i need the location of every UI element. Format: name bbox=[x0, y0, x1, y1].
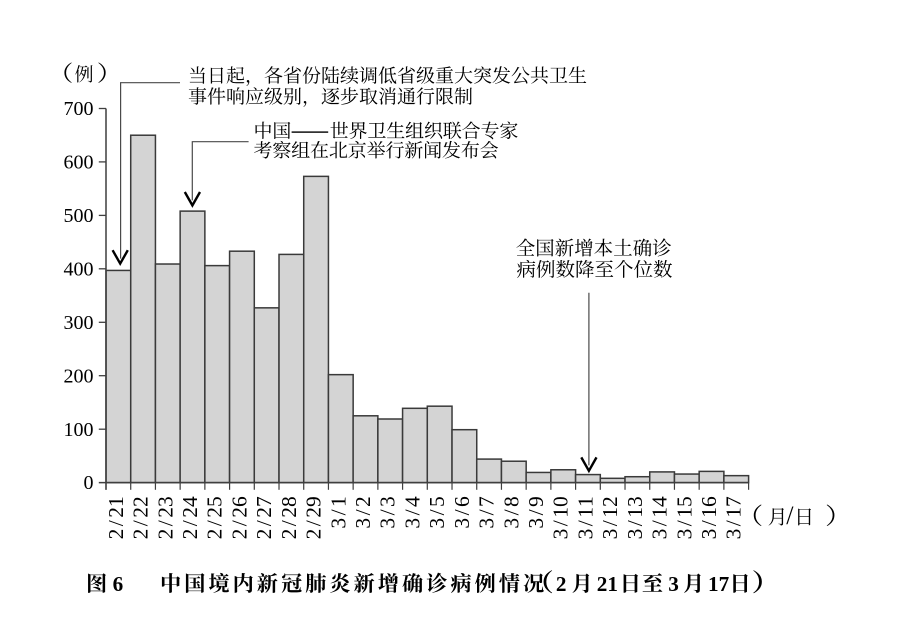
svg-text:3/13: 3/13 bbox=[623, 496, 647, 539]
svg-text:3/2: 3/2 bbox=[351, 496, 375, 528]
svg-text:2/29: 2/29 bbox=[302, 496, 326, 539]
svg-text:100: 100 bbox=[64, 419, 94, 441]
svg-text:2/27: 2/27 bbox=[252, 496, 276, 539]
svg-text:0: 0 bbox=[84, 472, 94, 494]
svg-text:3/9: 3/9 bbox=[524, 496, 548, 528]
svg-text:3/3: 3/3 bbox=[376, 496, 400, 528]
svg-text:3/17: 3/17 bbox=[722, 496, 746, 539]
svg-text:3/8: 3/8 bbox=[499, 496, 523, 528]
svg-text:3/16: 3/16 bbox=[697, 496, 721, 539]
svg-text:3/10: 3/10 bbox=[549, 496, 573, 539]
svg-text:/: / bbox=[786, 501, 794, 530]
svg-text:2/24: 2/24 bbox=[178, 496, 202, 539]
svg-text:3/15: 3/15 bbox=[672, 496, 696, 539]
svg-text:3/5: 3/5 bbox=[425, 496, 449, 528]
svg-text:2/23: 2/23 bbox=[153, 496, 177, 539]
svg-text:2/21: 2/21 bbox=[104, 496, 128, 539]
svg-text:21: 21 bbox=[597, 572, 618, 596]
svg-text:6: 6 bbox=[113, 572, 124, 596]
svg-text:3/14: 3/14 bbox=[648, 496, 672, 539]
svg-text:500: 500 bbox=[64, 205, 94, 227]
svg-text:2/26: 2/26 bbox=[227, 496, 251, 539]
svg-text:3/1: 3/1 bbox=[326, 496, 350, 528]
svg-text:700: 700 bbox=[64, 98, 94, 120]
svg-text:200: 200 bbox=[64, 365, 94, 387]
svg-text:3/4: 3/4 bbox=[400, 496, 424, 529]
svg-text:3/12: 3/12 bbox=[598, 496, 622, 539]
svg-text:3: 3 bbox=[668, 572, 679, 596]
svg-text:3/11: 3/11 bbox=[573, 496, 597, 539]
svg-text:300: 300 bbox=[64, 312, 94, 334]
svg-text:3/7: 3/7 bbox=[475, 496, 499, 529]
svg-text:2/28: 2/28 bbox=[277, 496, 301, 539]
svg-text:2/25: 2/25 bbox=[203, 496, 227, 539]
svg-text:2: 2 bbox=[556, 572, 567, 596]
svg-text:3/6: 3/6 bbox=[450, 496, 474, 529]
svg-text:2/22: 2/22 bbox=[129, 496, 153, 539]
svg-text:17: 17 bbox=[708, 572, 730, 596]
svg-text:400: 400 bbox=[64, 258, 94, 280]
svg-text:600: 600 bbox=[64, 152, 94, 174]
